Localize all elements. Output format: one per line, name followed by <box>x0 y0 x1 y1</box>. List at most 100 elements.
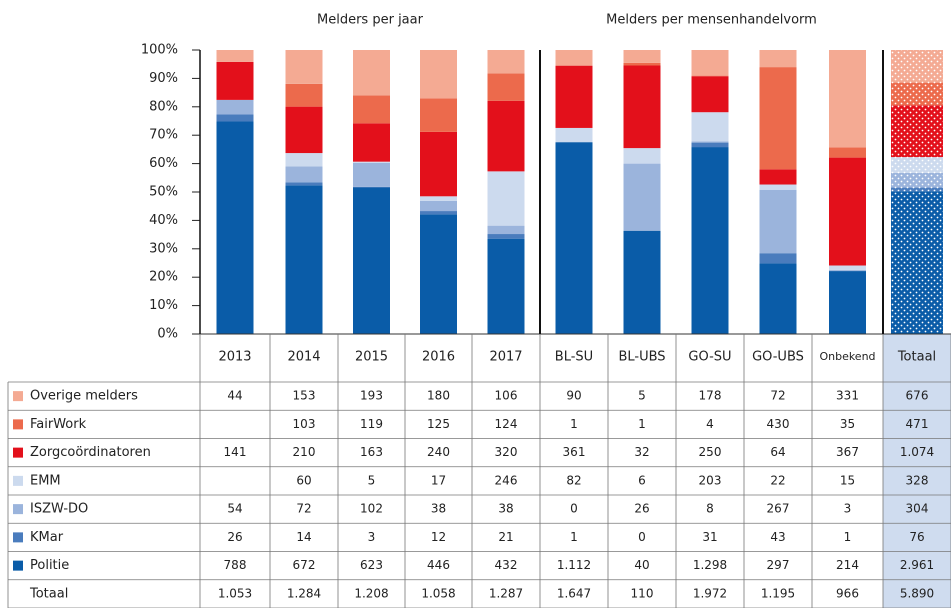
cell-value: 676 <box>906 389 929 403</box>
bar <box>829 157 866 266</box>
cell-value: 367 <box>836 445 859 459</box>
y-tick-label: 70% <box>149 128 178 143</box>
x-tick-label: BL-SU <box>555 350 593 365</box>
cell-value: 2.961 <box>900 558 934 572</box>
cell-value: 623 <box>360 558 383 572</box>
cell-value: 1 <box>570 530 578 544</box>
bar <box>420 50 457 99</box>
bar <box>487 171 525 226</box>
bar <box>353 95 390 124</box>
x-tick-label: 2013 <box>218 350 251 365</box>
total-value: 5.890 <box>900 586 934 600</box>
bar <box>891 50 943 83</box>
cell-value: 446 <box>427 558 450 572</box>
bar <box>829 269 866 271</box>
bar <box>420 196 457 201</box>
cell-value: 72 <box>296 502 311 516</box>
cell-value: 193 <box>360 389 383 403</box>
cell-value: 163 <box>360 445 383 459</box>
cell-value: 31 <box>702 530 717 544</box>
cell-value: 4 <box>706 417 714 431</box>
legend-label: KMar <box>30 530 64 545</box>
cell-value: 15 <box>840 473 855 487</box>
bar <box>353 123 390 162</box>
legend-label: Overige melders <box>30 389 138 404</box>
bar <box>420 211 457 215</box>
bar <box>285 153 323 167</box>
bar <box>891 82 943 106</box>
legend-swatch <box>13 391 23 402</box>
legend-swatch <box>13 419 23 430</box>
cell-value: 82 <box>566 473 581 487</box>
bar <box>216 61 254 100</box>
bar <box>829 147 866 158</box>
total-value: 1.647 <box>557 586 591 600</box>
cell-value: 22 <box>770 473 785 487</box>
bar <box>759 263 797 334</box>
cell-value: 76 <box>909 530 924 544</box>
cell-value: 5 <box>368 473 376 487</box>
cell-value: 38 <box>431 502 446 516</box>
cell-value: 26 <box>227 530 242 544</box>
bar <box>487 73 525 101</box>
bar <box>216 114 254 122</box>
bar <box>759 184 797 190</box>
bar <box>891 187 943 192</box>
cell-value: 430 <box>767 417 790 431</box>
cell-value: 102 <box>360 502 383 516</box>
bar <box>691 75 729 77</box>
cell-value: 12 <box>431 530 446 544</box>
cell-value: 214 <box>836 558 859 572</box>
bar <box>891 105 943 158</box>
bar <box>691 147 729 334</box>
bar <box>759 189 797 254</box>
cell-value: 1 <box>638 417 646 431</box>
legend-label: EMM <box>30 473 61 488</box>
total-value: 1.195 <box>761 586 795 600</box>
total-value: 1.972 <box>693 586 727 600</box>
bar <box>285 50 323 84</box>
group-label: Melders per jaar <box>317 13 424 28</box>
bar <box>353 187 390 334</box>
cell-value: 43 <box>770 530 785 544</box>
legend-swatch <box>13 475 23 486</box>
bar <box>420 98 457 132</box>
cell-value: 471 <box>906 417 929 431</box>
cell-value: 304 <box>906 502 929 516</box>
total-value: 1.053 <box>218 586 252 600</box>
y-tick-label: 20% <box>149 270 178 285</box>
bar <box>691 141 729 143</box>
cell-value: 246 <box>495 473 518 487</box>
bar <box>285 83 323 107</box>
cell-value: 361 <box>563 445 586 459</box>
bar <box>216 99 254 115</box>
cell-value: 788 <box>224 558 247 572</box>
cell-value: 32 <box>634 445 649 459</box>
bar <box>420 131 457 197</box>
bar <box>353 186 390 188</box>
bar <box>285 166 323 183</box>
cell-value: 72 <box>770 389 785 403</box>
bar <box>829 265 866 270</box>
cell-value: 153 <box>293 389 316 403</box>
cell-value: 0 <box>570 502 578 516</box>
bar <box>487 238 525 334</box>
cell-value: 3 <box>368 530 376 544</box>
bar <box>623 62 661 66</box>
bar <box>891 157 943 173</box>
bar <box>487 225 525 235</box>
cell-value: 125 <box>427 417 450 431</box>
x-tick-label: 2014 <box>287 350 320 365</box>
cell-value: 119 <box>360 417 383 431</box>
cell-value: 90 <box>566 389 581 403</box>
cell-value: 5 <box>638 389 646 403</box>
cell-value: 0 <box>638 530 646 544</box>
x-tick-label: 2017 <box>489 350 522 365</box>
bar <box>691 50 729 76</box>
cell-value: 240 <box>427 445 450 459</box>
y-tick-label: 60% <box>149 156 178 171</box>
bar <box>691 142 729 148</box>
y-tick-label: 100% <box>141 43 178 58</box>
